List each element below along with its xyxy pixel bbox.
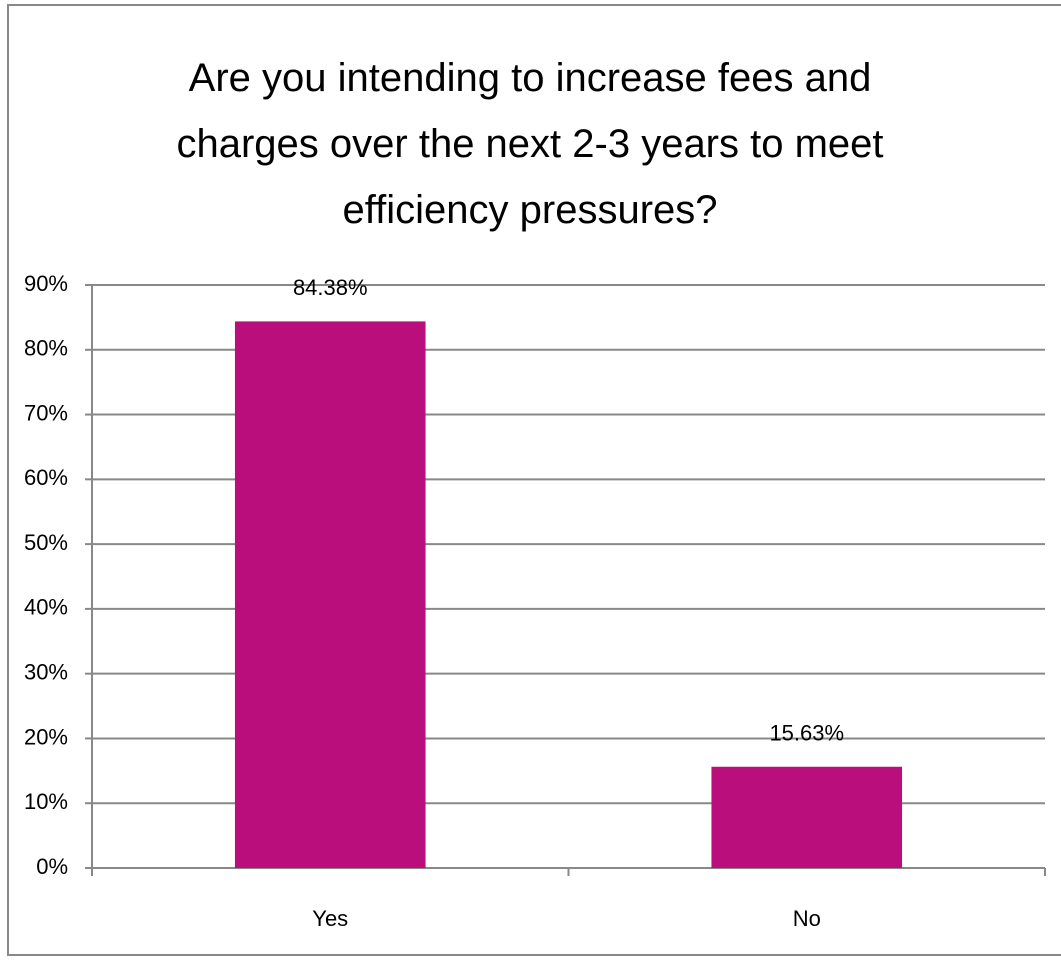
value-label: 84.38%: [293, 275, 368, 300]
y-tick-label: 30%: [24, 659, 68, 684]
y-tick-label: 90%: [24, 271, 68, 296]
y-tick-label: 70%: [24, 400, 68, 425]
value-label: 15.63%: [769, 721, 844, 746]
x-tick-label: No: [793, 906, 821, 931]
y-tick-label: 40%: [24, 595, 68, 620]
y-tick-label: 10%: [24, 789, 68, 814]
bar: [711, 766, 903, 868]
chart-title: Are you intending to increase fees and c…: [176, 56, 884, 232]
bar: [234, 321, 426, 868]
x-tick-label: Yes: [312, 906, 348, 931]
y-tick-label: 60%: [24, 465, 68, 490]
y-tick-label: 80%: [24, 336, 68, 361]
chart-frame: [7, 4, 1061, 956]
y-tick-label: 50%: [24, 530, 68, 555]
y-tick-label: 0%: [36, 854, 68, 879]
y-tick-label: 20%: [24, 724, 68, 749]
